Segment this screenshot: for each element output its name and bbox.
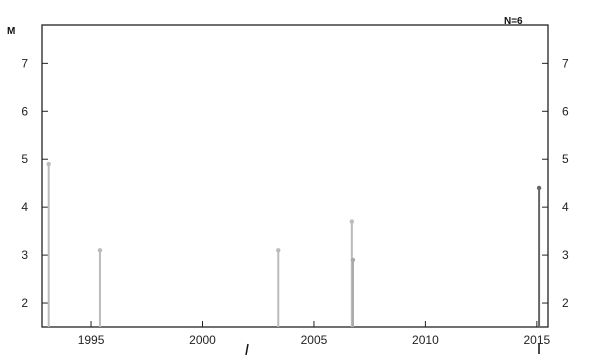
y-tick-label-left: 5: [21, 152, 28, 166]
stem-point: [97, 248, 103, 253]
stem-point: [276, 248, 281, 253]
y-tick-label-left: 6: [21, 104, 28, 118]
y-axis: 2 2 3 3 4 4 5 5 6 6 7 7: [21, 56, 569, 310]
stem-point: [350, 257, 356, 263]
x-tick-label: 1995: [78, 333, 105, 347]
y-tick-label-right: 5: [562, 152, 569, 166]
y-tick-label-right: 6: [562, 104, 569, 118]
y-tick-label-right: 7: [562, 56, 569, 70]
y-tick-label-left: 2: [21, 296, 28, 310]
data-stems: [46, 161, 542, 327]
x-tick-label: 2010: [412, 333, 439, 347]
stem-point: [349, 219, 355, 224]
y-axis-label: M: [7, 26, 15, 37]
stem-point: [46, 161, 51, 167]
x-tick-label: 2000: [189, 333, 216, 347]
y-tick-label-right: 2: [562, 296, 569, 310]
stem-point: [536, 185, 542, 191]
x-axis: 1995 2000 2005 2010 2015: [78, 321, 551, 347]
y-tick-label-left: 7: [21, 56, 28, 70]
stray-mark-1: [245, 343, 249, 356]
x-tick-label: 2005: [301, 333, 328, 347]
y-tick-label-right: 3: [562, 248, 569, 262]
plot-frame: [41, 24, 549, 328]
y-tick-label-right: 4: [562, 200, 569, 214]
x-tick-label: 2015: [524, 333, 551, 347]
y-tick-label-left: 3: [21, 248, 28, 262]
sample-count-annotation: N=6: [504, 16, 523, 27]
y-tick-label-left: 4: [21, 200, 28, 214]
